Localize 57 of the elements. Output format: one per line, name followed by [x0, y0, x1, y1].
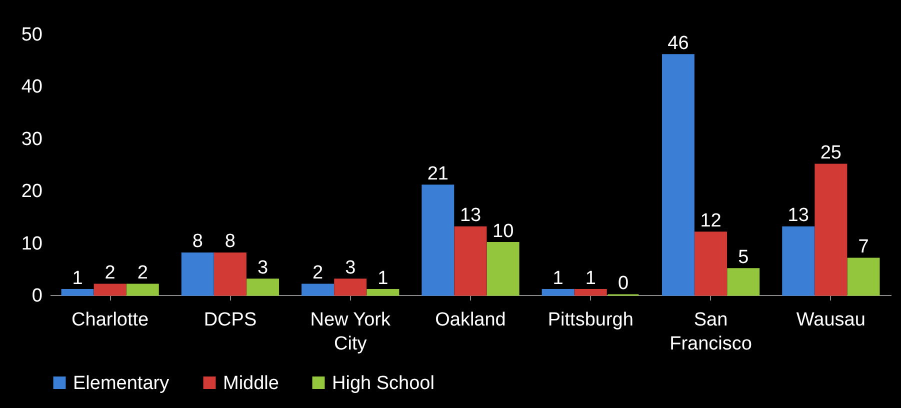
y-tick-label: 50	[21, 24, 42, 46]
legend-label: High School	[332, 372, 434, 394]
x-tick-label: Charlotte	[72, 310, 149, 330]
data-label: 2	[104, 262, 116, 284]
bar	[334, 278, 367, 296]
y-tick-label: 40	[21, 76, 42, 98]
data-label: 1	[585, 268, 596, 289]
bar	[302, 284, 334, 296]
data-label: 2	[312, 262, 324, 284]
bar	[814, 164, 848, 296]
bar	[366, 289, 400, 296]
data-label: 7	[858, 236, 869, 258]
data-label: 10	[492, 220, 514, 242]
data-label: 1	[378, 268, 388, 289]
x-tick-label: Pittsburgh	[548, 310, 634, 330]
bar	[694, 232, 728, 296]
data-label: 8	[192, 231, 203, 252]
data-label: 13	[788, 205, 809, 226]
bar	[782, 226, 815, 296]
data-label: 46	[668, 32, 689, 54]
x-tick-label: San Francisco	[670, 310, 752, 354]
data-label: 3	[345, 257, 356, 278]
data-label: 1	[72, 268, 83, 289]
bar	[847, 258, 880, 296]
data-label: 12	[700, 210, 722, 232]
data-label: 1	[552, 268, 564, 289]
bar	[422, 184, 454, 296]
bar	[454, 226, 487, 296]
x-tick-label: Oakland	[435, 310, 506, 330]
data-label: 2	[137, 262, 148, 284]
legend-label: Elementary	[73, 372, 170, 394]
legend-label: Middle	[223, 372, 279, 394]
data-label: 0	[618, 273, 629, 294]
y-tick-label: 0	[32, 286, 42, 306]
x-tick-label: Wausau	[796, 310, 866, 330]
data-label: 13	[460, 205, 482, 226]
bar	[486, 242, 520, 296]
x-tick-label: New York City	[310, 310, 391, 354]
data-label: 25	[820, 142, 842, 164]
bar	[574, 289, 607, 296]
y-tick-label: 30	[21, 128, 42, 150]
bar	[727, 268, 760, 296]
data-label: 3	[258, 257, 268, 278]
bar	[542, 289, 574, 296]
bar	[662, 54, 694, 296]
data-label: 21	[427, 163, 448, 184]
data-label: 8	[224, 231, 236, 252]
y-tick-label: 20	[21, 181, 42, 202]
bar	[126, 284, 159, 296]
bar	[181, 252, 214, 296]
y-tick-label: 10	[21, 233, 42, 254]
bar	[61, 289, 94, 296]
bar	[246, 278, 280, 296]
data-label: 5	[738, 246, 749, 268]
bar	[214, 252, 246, 296]
x-tick-label: DCPS	[204, 310, 257, 330]
bar	[94, 284, 126, 296]
